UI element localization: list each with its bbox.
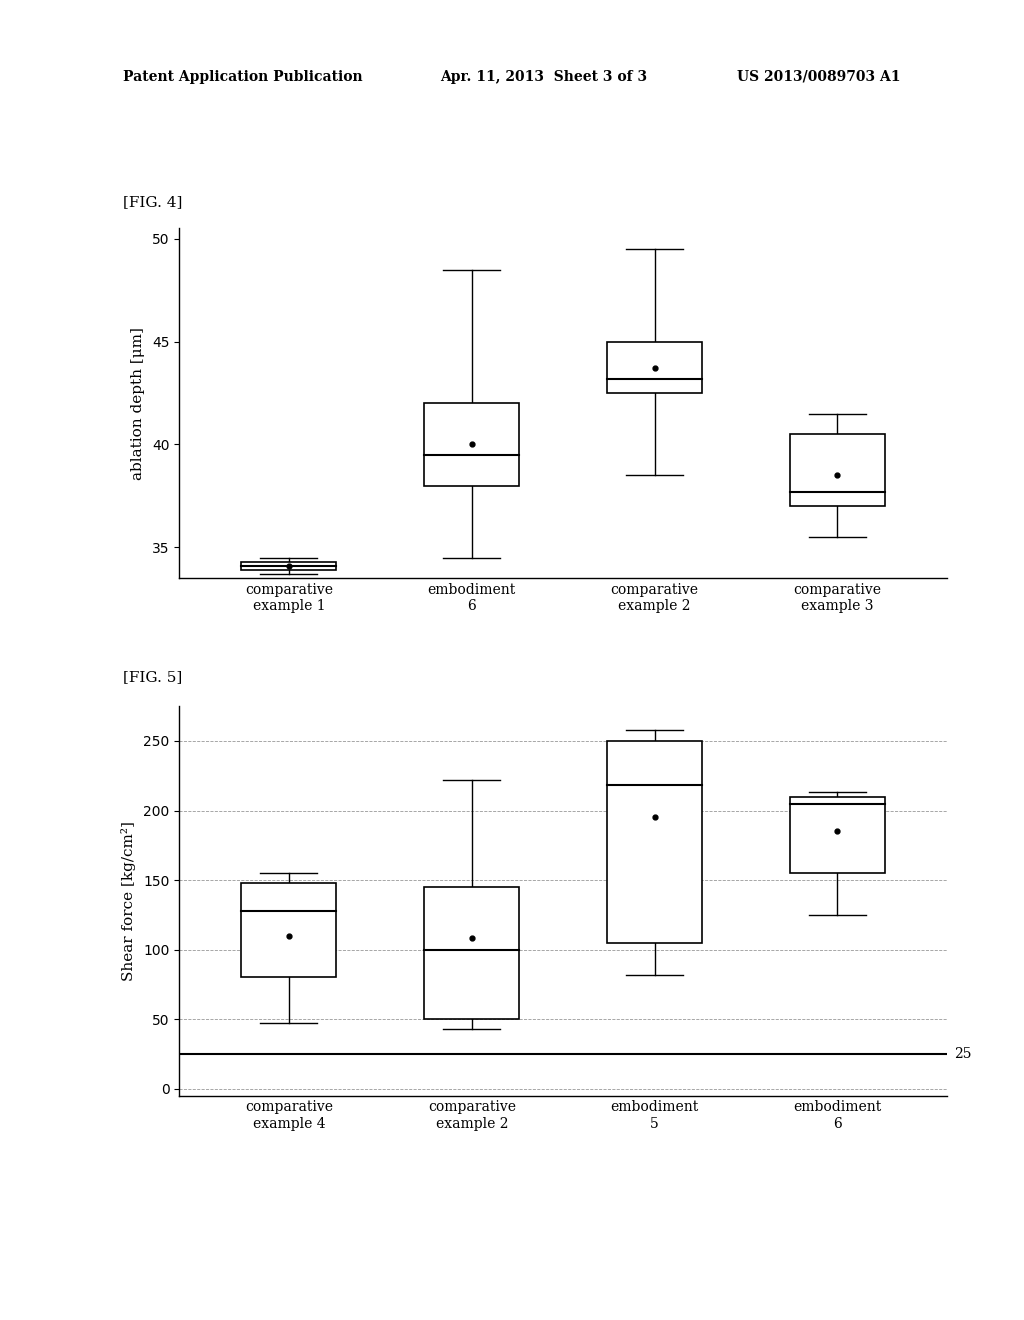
Bar xyxy=(607,741,702,942)
Text: Patent Application Publication: Patent Application Publication xyxy=(123,70,362,84)
Y-axis label: ablation depth [μm]: ablation depth [μm] xyxy=(131,327,145,479)
Bar xyxy=(607,342,702,393)
Bar xyxy=(790,796,885,873)
Text: US 2013/0089703 A1: US 2013/0089703 A1 xyxy=(737,70,901,84)
Bar xyxy=(424,403,519,486)
Text: 25: 25 xyxy=(954,1047,972,1061)
Text: [FIG. 4]: [FIG. 4] xyxy=(123,195,182,210)
Text: [FIG. 5]: [FIG. 5] xyxy=(123,671,182,685)
Text: Apr. 11, 2013  Sheet 3 of 3: Apr. 11, 2013 Sheet 3 of 3 xyxy=(440,70,647,84)
Bar xyxy=(242,883,337,977)
Bar xyxy=(790,434,885,506)
Bar xyxy=(424,887,519,1019)
Bar xyxy=(242,562,337,570)
Y-axis label: Shear force [kg/cm²]: Shear force [kg/cm²] xyxy=(121,821,136,981)
